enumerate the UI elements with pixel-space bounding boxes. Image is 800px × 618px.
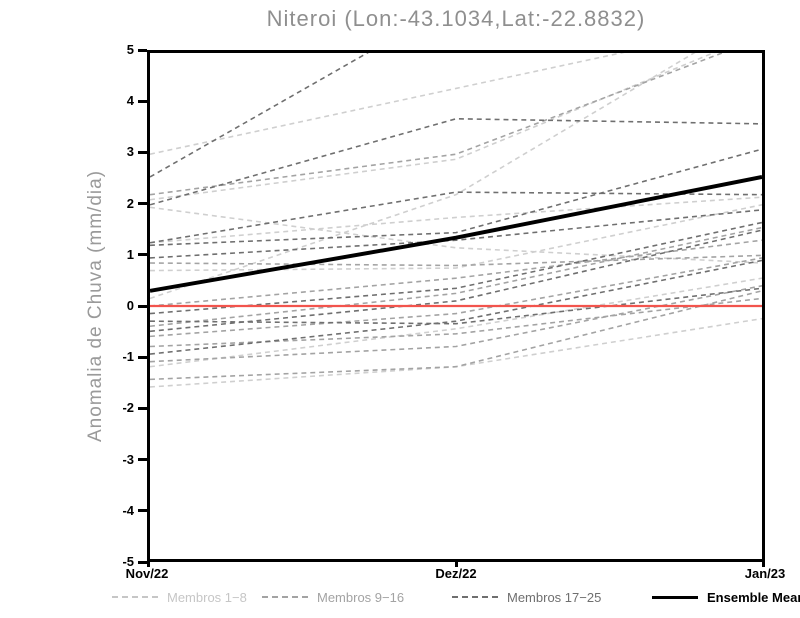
member-line <box>150 148 762 247</box>
member-line <box>150 53 725 196</box>
legend-label: Membros 1−8 <box>167 589 247 605</box>
y-tick-label: 0 <box>126 298 134 313</box>
y-tick-mark <box>138 99 147 103</box>
member-line <box>150 226 762 328</box>
legend-label: Membros 17−25 <box>507 589 602 605</box>
member-line <box>150 53 696 300</box>
y-tick-mark <box>138 304 147 308</box>
legend-label: Ensemble Mean <box>707 589 800 605</box>
plot-lines <box>150 53 762 388</box>
member-line <box>150 290 762 381</box>
y-tick-label: -3 <box>122 451 134 467</box>
member-line <box>150 204 762 272</box>
y-tick-mark <box>138 355 147 359</box>
y-tick-mark <box>138 509 147 513</box>
member-line <box>150 196 762 244</box>
member-line <box>150 206 762 264</box>
member-line <box>150 209 762 259</box>
y-tick-label: -2 <box>122 400 134 416</box>
y-tick-label: -4 <box>122 502 134 518</box>
y-tick-label: -1 <box>122 349 134 365</box>
member-line <box>150 117 762 206</box>
member-line <box>150 277 762 368</box>
member-line <box>150 259 762 355</box>
legend-entry: Ensemble Mean <box>652 589 800 605</box>
member-line <box>150 287 762 325</box>
x-tick-mark <box>762 562 765 567</box>
y-tick-mark <box>138 406 147 410</box>
y-tick-label: 2 <box>126 195 134 211</box>
legend-entry: Membros 9−16 <box>262 589 404 605</box>
y-tick-label: 5 <box>126 42 134 57</box>
y-tick-label: 4 <box>126 93 134 109</box>
legend-label: Membros 9−16 <box>317 589 405 605</box>
y-tick-mark <box>138 253 147 257</box>
member-line <box>150 239 762 307</box>
legend-solid-line-swatch <box>652 595 698 599</box>
member-line <box>150 297 762 348</box>
x-tick-label: Dez/22 <box>435 566 477 581</box>
y-tick-label: 3 <box>126 144 134 160</box>
legend: Membros 1−8 Membros 9−16 Membros 17−25 Ense… <box>0 589 800 609</box>
x-tick-label: Nov/22 <box>125 566 169 581</box>
plot-area <box>147 50 765 562</box>
x-tick-mark <box>147 562 150 567</box>
chart-title: Niteroi (Lon:-43.1034,Lat:-22.8832) <box>266 6 646 31</box>
x-tick-mark <box>454 562 458 567</box>
legend-dashed-line-swatch <box>262 596 308 598</box>
member-line <box>150 257 762 338</box>
legend-entry: Membros 1−8 <box>112 589 247 605</box>
legend-dashed-line-swatch <box>112 596 158 598</box>
y-tick-mark <box>138 48 147 52</box>
y-tick-label: -5 <box>122 554 134 569</box>
member-line <box>150 254 762 267</box>
legend-entry: Membros 17−25 <box>452 589 601 605</box>
y-tick-label: 1 <box>126 246 134 262</box>
y-axis-label: Anomalia de Chuva (mm/dia) <box>85 169 106 443</box>
member-line <box>150 284 762 363</box>
member-line <box>150 53 716 201</box>
x-tick-label: Jan/23 <box>744 566 786 581</box>
y-tick-mark <box>138 458 147 462</box>
legend-dashed-line-swatch <box>452 596 498 598</box>
y-tick-mark <box>138 560 147 564</box>
member-line <box>150 229 762 333</box>
member-line <box>150 53 625 155</box>
ensemble-mean-line <box>150 175 762 293</box>
member-line <box>150 53 369 178</box>
y-tick-mark <box>138 150 147 154</box>
y-tick-mark <box>138 202 147 206</box>
